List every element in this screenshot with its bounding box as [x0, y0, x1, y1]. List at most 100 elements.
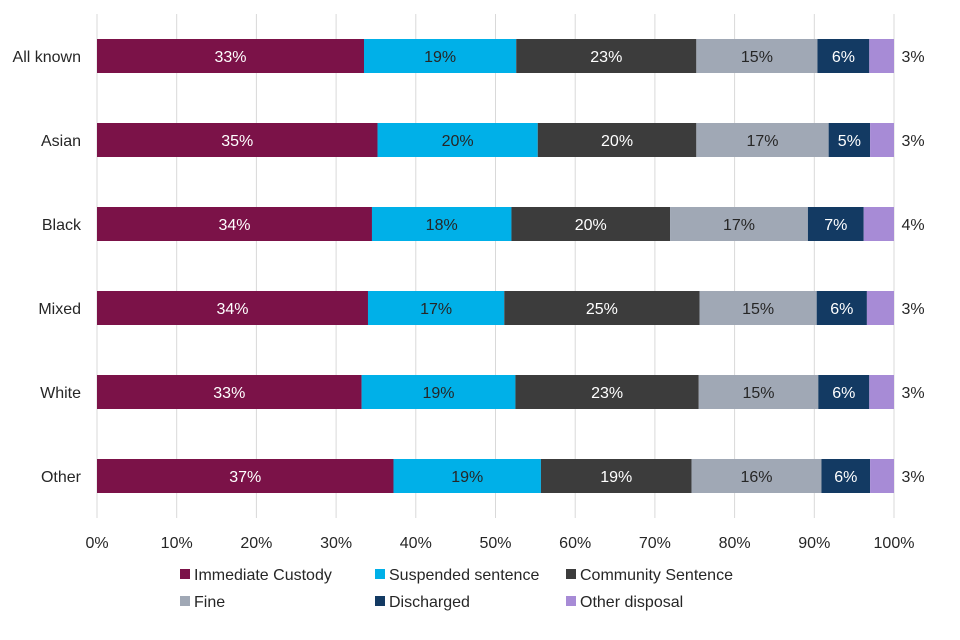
bar-segment — [691, 459, 822, 493]
data-label: 23% — [591, 385, 623, 402]
x-tick-label: 100% — [874, 535, 915, 552]
data-label: 6% — [832, 385, 855, 402]
bar-segment — [97, 207, 372, 241]
data-label: 7% — [824, 217, 847, 234]
x-tick-label: 30% — [320, 535, 352, 552]
bar-segment — [696, 39, 818, 73]
data-label: 19% — [600, 469, 632, 486]
data-label: 23% — [590, 49, 622, 66]
bar-segment — [516, 39, 697, 73]
bar-segment — [699, 291, 817, 325]
bar-segment — [393, 459, 541, 493]
bar-segment — [367, 291, 505, 325]
bar-segment — [828, 123, 871, 157]
x-tick-label: 0% — [85, 535, 108, 552]
legend-swatch — [180, 596, 190, 606]
legend-label: Fine — [194, 594, 225, 611]
bar-segment — [869, 375, 894, 409]
category-label: Other — [41, 469, 82, 486]
data-label: 33% — [214, 49, 246, 66]
bar-segment — [97, 123, 378, 157]
bar-segment — [97, 459, 394, 493]
data-label: 6% — [830, 301, 853, 318]
data-label: 4% — [901, 217, 924, 234]
gridlines — [96, 14, 895, 518]
legend-swatch — [566, 596, 576, 606]
data-label: 34% — [218, 217, 250, 234]
x-tick-label: 20% — [240, 535, 272, 552]
category-label: All known — [13, 49, 81, 66]
x-tick-label: 10% — [161, 535, 193, 552]
bar-segment — [377, 123, 538, 157]
data-label: 17% — [723, 217, 755, 234]
data-label: 3% — [901, 385, 924, 402]
data-label: 3% — [901, 49, 924, 66]
legend-swatch — [375, 569, 385, 579]
data-label: 37% — [229, 469, 261, 486]
bars: 33% 19% 23% 15% 6% 3% 35% 20% 20% 17% 5% 3% 34% 18% 20… — [97, 39, 925, 493]
data-label: 5% — [838, 133, 861, 150]
data-label: 20% — [575, 217, 607, 234]
legend-label: Suspended sentence — [389, 567, 539, 584]
legend-label: Discharged — [389, 594, 470, 611]
data-label: 15% — [741, 49, 773, 66]
legend-label: Other disposal — [580, 594, 683, 611]
x-tick-label: 60% — [559, 535, 591, 552]
data-label: 6% — [832, 49, 855, 66]
legend-label: Immediate Custody — [194, 567, 332, 584]
legend-swatch — [180, 569, 190, 579]
bar-segment — [863, 207, 894, 241]
bar-segment — [866, 291, 894, 325]
bar-segment — [821, 459, 871, 493]
x-tick-label: 90% — [798, 535, 830, 552]
bar-segment — [97, 39, 364, 73]
data-label: 19% — [424, 49, 456, 66]
category-labels: All known Asian Black Mixed White Other — [13, 49, 82, 486]
bar-segment — [696, 123, 829, 157]
data-label: 15% — [742, 385, 774, 402]
legend: Immediate Custody Suspended sentence Commu… — [180, 567, 733, 611]
data-label: 19% — [451, 469, 483, 486]
data-label: 3% — [901, 469, 924, 486]
bar-segment — [807, 207, 864, 241]
bar-segment — [869, 39, 894, 73]
data-label: 25% — [586, 301, 618, 318]
data-label: 20% — [601, 133, 633, 150]
legend-label: Community Sentence — [580, 567, 733, 584]
bar-segment — [870, 459, 894, 493]
data-label: 6% — [834, 469, 857, 486]
data-label: 17% — [746, 133, 778, 150]
x-tick-label: 70% — [639, 535, 671, 552]
bar-segment — [817, 39, 870, 73]
bar-segment — [371, 207, 512, 241]
legend-swatch — [375, 596, 385, 606]
data-label: 16% — [741, 469, 773, 486]
x-tick-label: 80% — [719, 535, 751, 552]
data-label: 17% — [420, 301, 452, 318]
category-label: Asian — [41, 133, 81, 150]
bar-segment — [698, 375, 819, 409]
bar-segment — [511, 207, 671, 241]
category-label: Black — [42, 217, 82, 234]
bar-segment — [540, 459, 692, 493]
x-tick-label: 50% — [479, 535, 511, 552]
bar-segment — [97, 291, 368, 325]
data-label: 33% — [213, 385, 245, 402]
data-label: 20% — [442, 133, 474, 150]
data-label: 18% — [426, 217, 458, 234]
bar-segment — [363, 39, 517, 73]
legend-swatch — [566, 569, 576, 579]
data-label: 3% — [901, 133, 924, 150]
data-label: 34% — [216, 301, 248, 318]
bar-segment — [504, 291, 700, 325]
bar-segment — [537, 123, 697, 157]
x-axis-ticks: 0% 10% 20% 30% 40% 50% 60% 70% 80% 90% 100% — [85, 535, 914, 552]
data-label: 19% — [422, 385, 454, 402]
bar-segment — [818, 375, 870, 409]
category-label: White — [40, 385, 81, 402]
x-tick-label: 40% — [400, 535, 432, 552]
data-label: 3% — [901, 301, 924, 318]
bar-segment — [870, 123, 894, 157]
bar-segment — [816, 291, 867, 325]
